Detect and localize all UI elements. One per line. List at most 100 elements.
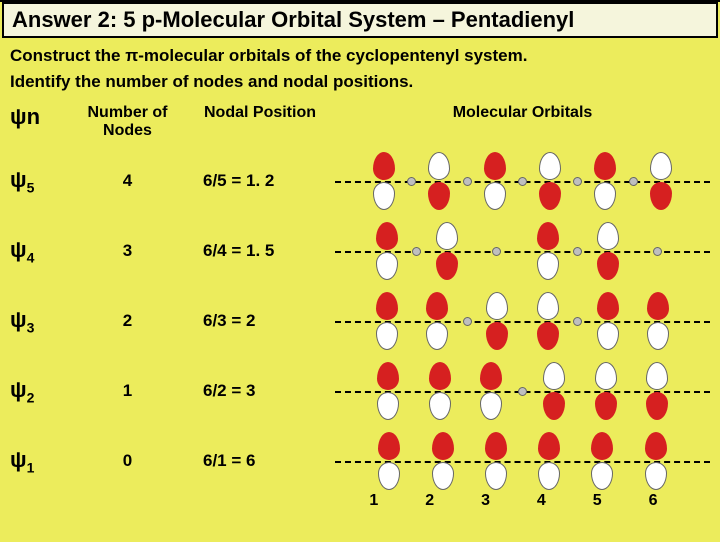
lobe-top <box>428 152 450 180</box>
lobe-bottom <box>537 322 559 350</box>
lobe-bottom <box>486 322 508 350</box>
lobe-bottom <box>428 182 450 210</box>
lobe-top <box>597 292 619 320</box>
node-dot-icon <box>629 177 638 186</box>
p-orbital <box>367 146 401 216</box>
lobe-top <box>645 432 667 460</box>
nodal-position-value: 6/3 = 2 <box>185 311 335 331</box>
molecular-orbital-diagram <box>335 286 710 356</box>
lobe-bottom <box>543 392 565 420</box>
lobe-bottom <box>647 322 669 350</box>
lobe-top <box>539 152 561 180</box>
lobe-bottom <box>650 182 672 210</box>
molecular-orbital-diagram <box>335 426 710 496</box>
lobe-bottom <box>377 392 399 420</box>
p-orbital <box>420 286 454 356</box>
lobe-bottom <box>595 392 617 420</box>
p-orbital <box>370 286 404 356</box>
lobe-top <box>647 292 669 320</box>
lobe-top <box>537 292 559 320</box>
nodes-value: 0 <box>70 451 185 471</box>
nodes-value: 2 <box>70 311 185 331</box>
p-orbital <box>588 146 622 216</box>
table-row: ψ436/4 = 1. 5 <box>10 216 710 286</box>
lobe-bottom <box>378 462 400 490</box>
node-dot-icon <box>463 177 472 186</box>
node-dot-icon <box>407 177 416 186</box>
lobe-top <box>377 362 399 390</box>
lobe-top <box>429 362 451 390</box>
lobe-top <box>538 432 560 460</box>
lobe-top <box>650 152 672 180</box>
node-dot-icon <box>518 177 527 186</box>
p-orbital <box>422 146 456 216</box>
p-orbital <box>641 216 675 286</box>
nodes-value: 4 <box>70 171 185 191</box>
slide-title: Answer 2: 5 p-Molecular Orbital System –… <box>12 7 708 33</box>
lobe-bottom <box>597 252 619 280</box>
lobe-top <box>595 362 617 390</box>
molecular-orbital-diagram <box>335 216 710 286</box>
psi-label: ψ2 <box>10 377 70 405</box>
p-orbital <box>426 426 460 496</box>
lobe-bottom <box>376 252 398 280</box>
p-orbital <box>640 356 674 426</box>
lobe-top <box>646 362 668 390</box>
psi-label: ψ1 <box>10 447 70 475</box>
node-dot-icon <box>573 247 582 256</box>
orbital-table: ψn Number of Nodes Nodal Position Molecu… <box>0 104 720 496</box>
header-nodal: Nodal Position <box>185 104 335 122</box>
instruction-line-2: Identify the number of nodes and nodal p… <box>10 72 710 92</box>
node-dot-icon <box>573 317 582 326</box>
orbital-set <box>335 286 710 356</box>
p-orbital <box>370 216 404 286</box>
node-dot-icon <box>653 247 662 256</box>
p-orbital <box>639 426 673 496</box>
instruction-line-1: Construct the π-molecular orbitals of th… <box>10 46 710 66</box>
lobe-top <box>543 362 565 390</box>
lobe-top <box>484 152 506 180</box>
table-row: ψ216/2 = 3 <box>10 356 710 426</box>
lobe-top <box>378 432 400 460</box>
nodes-value: 3 <box>70 241 185 261</box>
nodal-position-value: 6/5 = 1. 2 <box>185 171 335 191</box>
table-row: ψ326/3 = 2 <box>10 286 710 356</box>
lobe-top <box>432 432 454 460</box>
lobe-top <box>480 362 502 390</box>
lobe-bottom <box>646 392 668 420</box>
title-box: Answer 2: 5 p-Molecular Orbital System –… <box>2 2 718 38</box>
psi-label: ψ5 <box>10 167 70 195</box>
orbital-set <box>335 146 710 216</box>
psi-label: ψ4 <box>10 237 70 265</box>
lobe-bottom <box>645 462 667 490</box>
header-psi: ψn <box>10 104 70 130</box>
lobe-bottom <box>436 252 458 280</box>
lobe-bottom <box>484 182 506 210</box>
table-row: ψ546/5 = 1. 2 <box>10 146 710 216</box>
p-orbital <box>478 146 512 216</box>
lobe-top <box>485 432 507 460</box>
node-dot-icon <box>412 247 421 256</box>
instructions: Construct the π-molecular orbitals of th… <box>0 40 720 104</box>
lobe-bottom <box>594 182 616 210</box>
p-orbital <box>644 146 678 216</box>
lobe-bottom <box>485 462 507 490</box>
p-orbital <box>537 356 571 426</box>
p-orbital <box>372 426 406 496</box>
table-header: ψn Number of Nodes Nodal Position Molecu… <box>10 104 710 146</box>
molecular-orbital-diagram <box>335 356 710 426</box>
nodal-position-value: 6/4 = 1. 5 <box>185 241 335 261</box>
lobe-bottom <box>376 322 398 350</box>
p-orbital <box>371 356 405 426</box>
lobe-bottom <box>597 322 619 350</box>
lobe-bottom <box>538 462 560 490</box>
p-orbital <box>641 286 675 356</box>
nodal-position-value: 6/2 = 3 <box>185 381 335 401</box>
lobe-bottom <box>591 462 613 490</box>
header-nodes: Number of Nodes <box>70 104 185 140</box>
node-dot-icon <box>573 177 582 186</box>
p-orbital <box>531 286 565 356</box>
p-orbital <box>531 216 565 286</box>
lobe-bottom <box>537 252 559 280</box>
lobe-bottom <box>426 322 448 350</box>
